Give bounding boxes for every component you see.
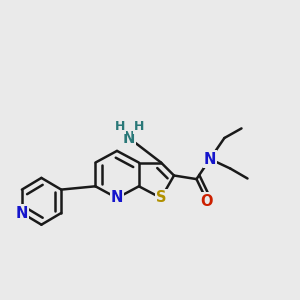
Text: N: N	[16, 206, 28, 220]
Text: N: N	[111, 190, 123, 206]
Text: N: N	[123, 130, 135, 146]
Text: N: N	[204, 152, 216, 166]
Text: H: H	[134, 119, 145, 133]
Text: S: S	[156, 190, 166, 206]
Text: O: O	[201, 194, 213, 208]
Text: H: H	[115, 119, 125, 133]
